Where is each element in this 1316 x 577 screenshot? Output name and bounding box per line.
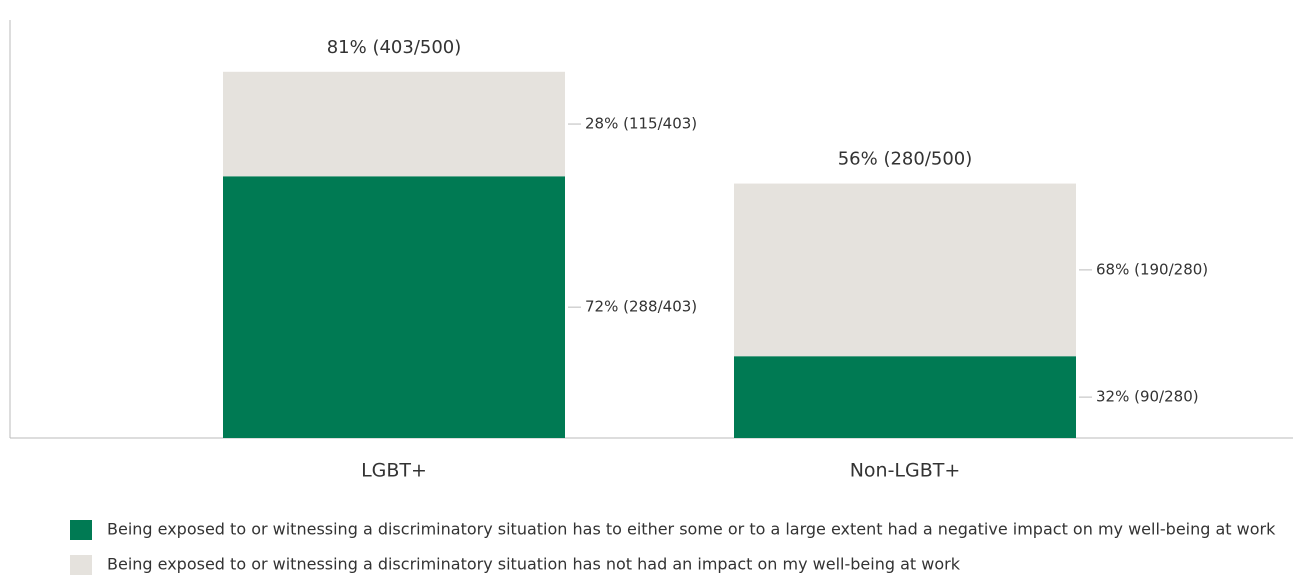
legend-label: Being exposed to or witnessing a discrim… [107, 520, 1276, 539]
legend-swatch [70, 520, 92, 540]
total-label: 81% (403/500) [327, 37, 462, 58]
total-label: 56% (280/500) [838, 149, 973, 170]
x-tick-label: Non-LGBT+ [850, 460, 961, 482]
legend-swatch [70, 555, 92, 575]
bar-segment [734, 183, 1076, 357]
x-tick-label: LGBT+ [361, 460, 427, 482]
bar-segment [734, 356, 1076, 438]
segment-label: 68% (190/280) [1096, 260, 1208, 278]
bar-segment [223, 71, 565, 177]
segment-label: 72% (288/403) [585, 298, 697, 316]
segment-label: 32% (90/280) [1096, 388, 1199, 406]
bar-segment [223, 176, 565, 438]
legend-label: Being exposed to or witnessing a discrim… [107, 555, 961, 574]
segment-label: 28% (115/403) [585, 115, 697, 133]
